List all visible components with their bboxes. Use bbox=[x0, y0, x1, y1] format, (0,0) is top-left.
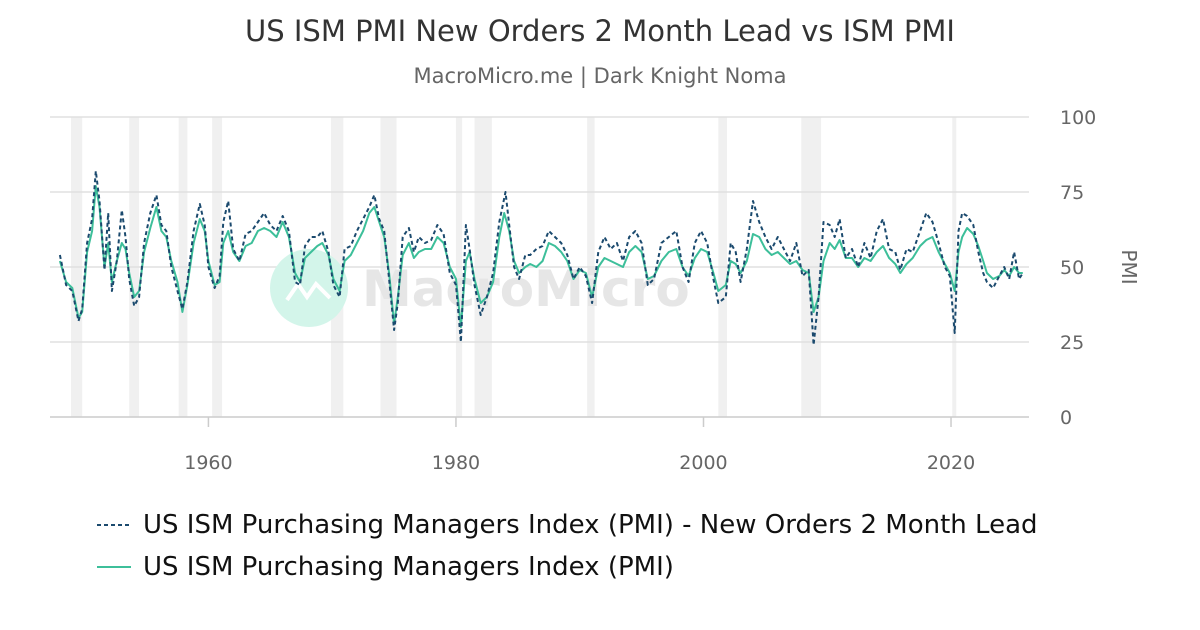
legend-item-pmi[interactable]: US ISM Purchasing Managers Index (PMI) bbox=[97, 552, 674, 582]
chart-title: US ISM PMI New Orders 2 Month Lead vs IS… bbox=[245, 14, 955, 48]
x-tick-label: 2000 bbox=[679, 452, 727, 474]
legend-label: US ISM Purchasing Managers Index (PMI) -… bbox=[143, 510, 1038, 540]
legend-label: US ISM Purchasing Managers Index (PMI) bbox=[143, 552, 674, 582]
x-tick-label: 2020 bbox=[927, 452, 975, 474]
y-tick-label: 50 bbox=[1060, 257, 1084, 279]
chart-subtitle: MacroMicro.me | Dark Knight Noma bbox=[413, 64, 787, 88]
y-tick-label: 25 bbox=[1060, 332, 1084, 354]
legend-item-new-orders-lead[interactable]: US ISM Purchasing Managers Index (PMI) -… bbox=[97, 510, 1038, 540]
series-line-pmi bbox=[58, 185, 1023, 328]
y-tick-labels: 0 25 50 75 100 bbox=[1060, 107, 1096, 429]
series-line-new-orders-lead bbox=[58, 170, 1024, 346]
y-axis-label: PMI bbox=[1117, 249, 1141, 284]
watermark-logo-icon bbox=[270, 249, 348, 327]
gridlines bbox=[50, 116, 1029, 427]
watermark: MacroMicro bbox=[270, 249, 690, 327]
dashed-line-swatch-icon bbox=[97, 524, 131, 526]
x-tick-label: 1960 bbox=[184, 452, 232, 474]
y-tick-label: 0 bbox=[1060, 407, 1072, 429]
y-tick-label: 75 bbox=[1060, 182, 1084, 204]
watermark-chart-icon bbox=[285, 280, 332, 302]
watermark-text: MacroMicro bbox=[362, 260, 690, 318]
solid-line-swatch-icon bbox=[97, 566, 131, 568]
chart-area: MacroMicro 0 25 50 75 100 1960 1980 2000 2020 P… bbox=[50, 107, 1141, 474]
series-lines bbox=[58, 170, 1024, 346]
x-tick-label: 1980 bbox=[432, 452, 480, 474]
x-tick-labels: 1960 1980 2000 2020 bbox=[184, 452, 975, 474]
y-tick-label: 100 bbox=[1060, 107, 1096, 129]
